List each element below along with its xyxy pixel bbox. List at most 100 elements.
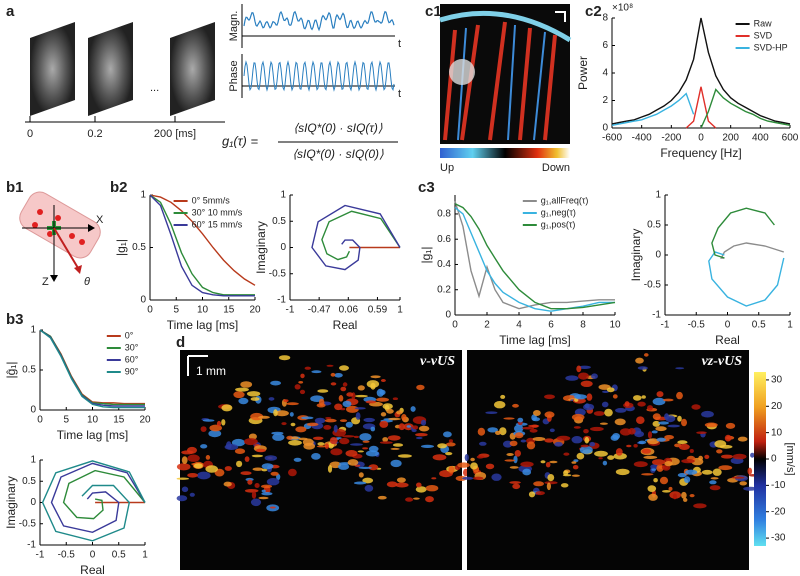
- vessel: [319, 398, 325, 407]
- vessel: [696, 431, 707, 435]
- vessel: [590, 426, 604, 432]
- vessel: [355, 412, 361, 420]
- vessel: [672, 493, 677, 500]
- t-label: t: [398, 38, 401, 50]
- x-tick-label: 6: [548, 320, 554, 331]
- y-tick-label: -1: [277, 295, 286, 306]
- vessel: [275, 410, 289, 417]
- vessel: [479, 441, 487, 446]
- axis-z: Z: [42, 276, 49, 288]
- vessel: [540, 460, 546, 464]
- vessel: [676, 391, 683, 400]
- vessel: [712, 468, 722, 476]
- colorbar-tick-label: -20: [771, 506, 786, 517]
- vessel: [656, 391, 664, 398]
- vessel: [236, 460, 243, 468]
- vessel: [443, 431, 452, 438]
- vessel: [535, 491, 545, 496]
- vessel: [221, 404, 233, 412]
- vessel: [272, 433, 285, 441]
- vessel: [594, 450, 608, 457]
- legend-label: g₁,allFreq(τ): [541, 195, 589, 205]
- y-tick-label: 1: [280, 190, 286, 201]
- series-line: [454, 207, 615, 312]
- y-tick-label: -0.5: [269, 268, 287, 279]
- vessel: [330, 382, 337, 386]
- x-tick-label: -400: [632, 133, 652, 144]
- x-tick-label: 5: [173, 305, 179, 316]
- x-tick-label: -0.5: [58, 550, 76, 561]
- vessel: [261, 463, 274, 470]
- vessel: [231, 438, 246, 447]
- vessel: [607, 455, 615, 460]
- vessel: [300, 373, 305, 379]
- vessel: [270, 471, 279, 476]
- panel-label: a: [6, 3, 15, 20]
- vessel: [504, 459, 516, 462]
- vessel: [295, 426, 307, 433]
- vessel: [189, 492, 195, 497]
- x-tick-label: 20: [139, 415, 151, 426]
- x-axis-label: Real: [715, 333, 740, 347]
- vessel: [563, 452, 570, 456]
- vessel: [379, 441, 393, 444]
- vessel: [339, 437, 350, 445]
- vessel: [364, 484, 374, 492]
- vessel: [491, 473, 502, 481]
- x-axis-label: Real: [333, 318, 358, 332]
- vessel: [334, 373, 343, 378]
- vessel: [604, 408, 613, 417]
- vessel: [637, 401, 646, 407]
- vessel: [370, 426, 376, 432]
- vessel: [560, 483, 569, 488]
- x-tick-label: 15: [223, 305, 235, 316]
- vessel: [583, 403, 595, 411]
- vessel: [251, 491, 257, 499]
- x-tick-label: 0: [698, 133, 704, 144]
- vessel: [448, 466, 455, 474]
- vessel: [464, 454, 469, 462]
- vessel: [485, 463, 495, 470]
- vessel: [397, 454, 412, 458]
- vessel: [647, 438, 659, 445]
- x-tick-label: -0.5: [688, 320, 706, 331]
- vessel: [544, 394, 555, 400]
- vessel: [298, 381, 304, 384]
- vessel: [346, 392, 354, 397]
- vessel: [719, 444, 733, 449]
- vessel: [739, 481, 747, 486]
- y-tick-label: 1: [30, 455, 36, 466]
- x-tick-label: 20: [249, 305, 261, 316]
- vessel: [578, 365, 591, 369]
- vessel: [506, 453, 514, 456]
- vessel: [556, 435, 571, 441]
- vessel: [303, 442, 316, 450]
- series-line: [41, 460, 146, 542]
- vessel: [176, 477, 189, 480]
- vessel: [415, 436, 423, 440]
- vessel: [410, 406, 416, 412]
- vessel: [698, 455, 703, 461]
- colorbar-label: [mm/s]: [784, 443, 796, 476]
- vessel: [641, 473, 654, 476]
- vessel: [593, 411, 605, 416]
- colorbar-tick-label: -30: [771, 533, 786, 544]
- time-label: 0.2: [87, 128, 102, 140]
- y-axis-label: Imaginary: [254, 221, 268, 274]
- vessel: [678, 443, 690, 450]
- series-line: [50, 462, 146, 534]
- vessel: [278, 355, 291, 361]
- vessel: [689, 449, 694, 453]
- vessel: [339, 365, 349, 371]
- vessel: [258, 415, 270, 419]
- vessel: [576, 365, 582, 373]
- phase-signal: [243, 60, 395, 92]
- vessel: [599, 422, 608, 425]
- series-line: [62, 469, 146, 520]
- vessel: [684, 476, 691, 483]
- vessel: [522, 426, 535, 430]
- vessel: [500, 394, 506, 399]
- vessel: [425, 496, 434, 503]
- vessel: [340, 386, 347, 392]
- vessel: [250, 397, 260, 401]
